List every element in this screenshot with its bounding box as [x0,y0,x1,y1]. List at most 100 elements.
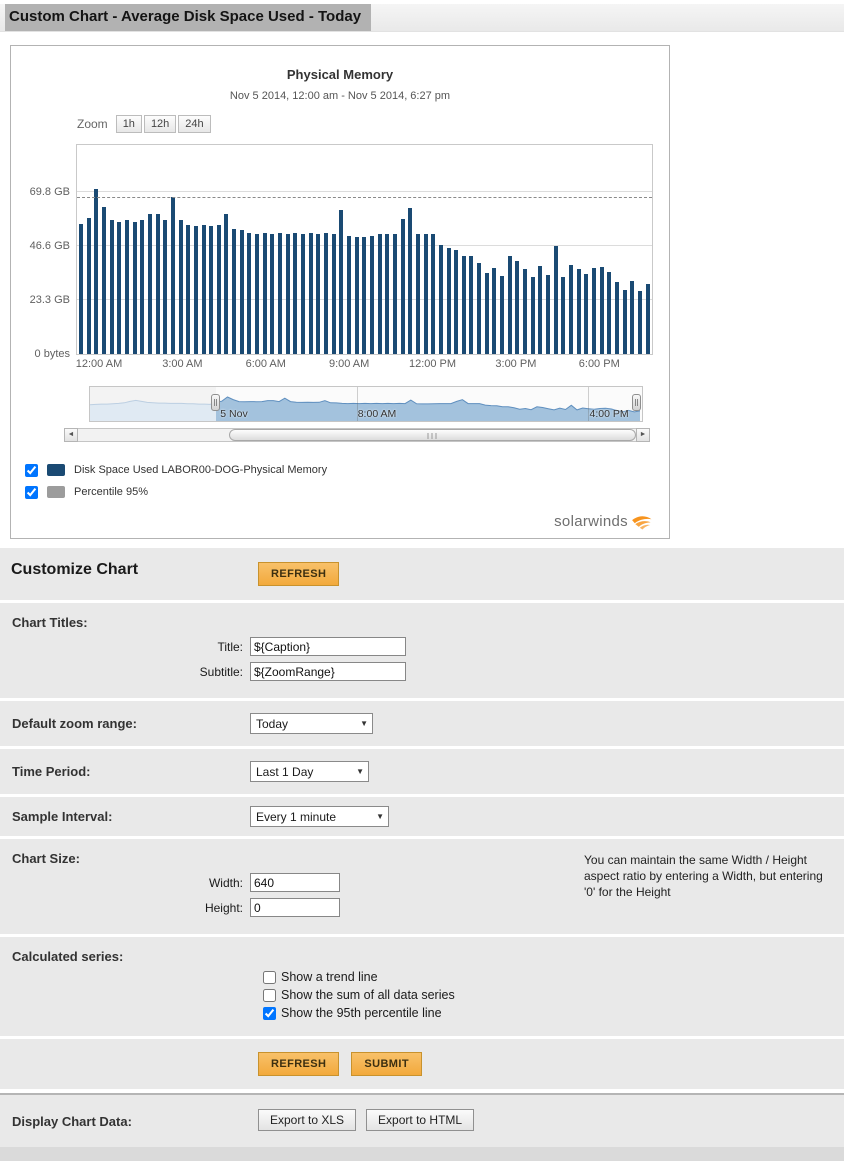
bar[interactable] [599,266,604,354]
bar[interactable] [507,256,512,354]
bar[interactable] [109,220,114,354]
legend-checkbox-disk-space[interactable] [25,463,38,477]
bar[interactable] [293,233,298,354]
bar[interactable] [232,228,237,354]
navigator-selected-area[interactable] [216,387,640,421]
bar[interactable] [255,234,260,354]
bar[interactable] [454,249,459,354]
bar[interactable] [569,264,573,354]
bar[interactable] [101,206,106,354]
bar[interactable] [622,290,627,354]
bar[interactable] [461,256,466,354]
bar[interactable] [362,236,367,354]
range-navigator[interactable]: 5 Nov 8:00 AM 4:00 PM [89,386,643,422]
bar[interactable] [584,273,589,354]
bar[interactable] [331,234,336,354]
zoom-button-1h[interactable]: 1h [115,115,142,133]
bar[interactable] [492,268,497,354]
bar[interactable] [147,213,152,354]
bar[interactable] [86,218,91,354]
bar[interactable] [354,236,359,354]
bar[interactable] [553,246,558,354]
bar[interactable] [637,291,642,354]
bar[interactable] [155,213,160,354]
bar[interactable] [645,284,650,354]
bar[interactable] [477,263,482,354]
bar[interactable] [124,220,129,354]
bar[interactable] [209,226,214,354]
bar[interactable] [530,277,535,354]
scrollbar-track[interactable] [78,428,636,442]
bar[interactable] [262,233,267,354]
bar[interactable] [385,234,390,354]
bar[interactable] [186,225,191,354]
bar[interactable] [561,277,566,354]
default-zoom-select[interactable]: Today ▼ [250,713,373,734]
height-input[interactable] [250,898,340,917]
bar[interactable] [201,225,206,354]
navigator-right-handle[interactable] [632,394,641,411]
bar[interactable] [193,226,198,354]
bar[interactable] [500,276,505,354]
bar[interactable] [400,219,405,354]
bar[interactable] [216,225,221,354]
bar[interactable] [346,235,351,354]
bar[interactable] [316,234,321,354]
refresh-button-top[interactable]: REFRESH [258,562,340,586]
bar[interactable] [308,233,313,354]
bar[interactable] [79,223,83,354]
bar[interactable] [576,269,581,354]
bar[interactable] [546,275,551,354]
bar[interactable] [515,261,520,354]
bar[interactable] [469,256,474,354]
scroll-right-button[interactable]: ► [636,428,650,442]
bar[interactable] [270,234,275,354]
scroll-left-button[interactable]: ◄ [64,428,78,442]
bar[interactable] [117,221,122,354]
bar[interactable] [484,272,489,354]
legend-checkbox-percentile[interactable] [25,485,38,499]
bar[interactable] [178,220,183,354]
bar[interactable] [285,234,290,354]
bar[interactable] [607,271,612,354]
bar[interactable] [408,207,413,354]
bar[interactable] [301,234,306,354]
bar[interactable] [438,244,443,354]
bar[interactable] [538,265,543,354]
percentile-checkbox[interactable] [263,1006,276,1020]
bar[interactable] [369,235,374,354]
bar[interactable] [132,221,137,354]
bar[interactable] [247,233,252,354]
subtitle-input[interactable] [250,662,406,681]
time-period-select[interactable]: Last 1 Day ▼ [250,761,369,782]
bar[interactable] [423,234,428,354]
zoom-button-12h[interactable]: 12h [143,115,177,133]
bar[interactable] [163,220,168,354]
bar[interactable] [140,220,145,354]
title-input[interactable] [250,637,406,656]
bar[interactable] [446,248,451,354]
refresh-button-bottom[interactable]: REFRESH [258,1052,340,1076]
trend-line-checkbox[interactable] [263,970,276,984]
bar[interactable] [239,229,244,354]
sample-interval-select[interactable]: Every 1 minute ▼ [250,806,389,827]
width-input[interactable] [250,873,340,892]
bar[interactable] [591,268,596,354]
bar[interactable] [94,189,99,354]
submit-button[interactable]: SUBMIT [351,1052,422,1076]
bar[interactable] [339,210,344,354]
export-html-button[interactable]: Export to HTML [366,1109,475,1131]
bar[interactable] [377,234,382,354]
scrollbar-thumb[interactable] [228,429,636,441]
bar[interactable] [278,233,283,354]
zoom-button-24h[interactable]: 24h [178,115,211,133]
bar[interactable] [614,282,619,354]
bar[interactable] [630,280,635,354]
bar[interactable] [415,234,420,354]
sum-series-checkbox[interactable] [263,988,276,1002]
bar[interactable] [523,269,528,354]
bar[interactable] [170,197,175,354]
navigator-left-handle[interactable] [211,394,220,411]
bar[interactable] [431,234,436,354]
bar[interactable] [324,233,328,354]
